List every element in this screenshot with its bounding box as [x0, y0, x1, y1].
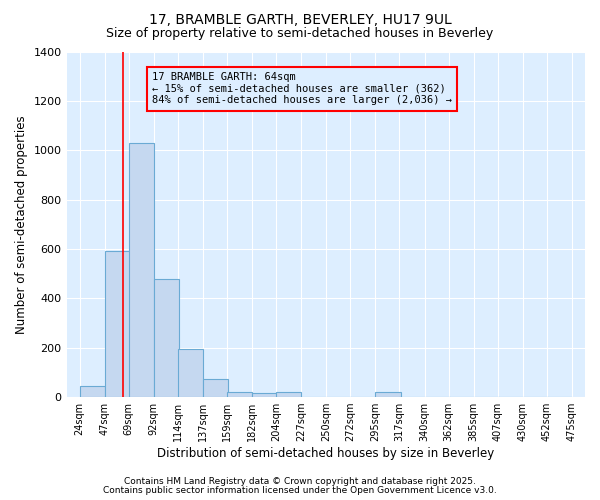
X-axis label: Distribution of semi-detached houses by size in Beverley: Distribution of semi-detached houses by …: [157, 447, 494, 460]
Bar: [105, 252, 130, 397]
Bar: [129, 143, 154, 397]
Bar: [376, 392, 401, 397]
Bar: [154, 278, 179, 397]
Text: Contains HM Land Registry data © Crown copyright and database right 2025.: Contains HM Land Registry data © Crown c…: [124, 477, 476, 486]
Bar: [276, 392, 301, 397]
Bar: [227, 392, 252, 397]
Text: 17 BRAMBLE GARTH: 64sqm
← 15% of semi-detached houses are smaller (362)
84% of s: 17 BRAMBLE GARTH: 64sqm ← 15% of semi-de…: [152, 72, 452, 106]
Bar: [80, 386, 105, 397]
Y-axis label: Number of semi-detached properties: Number of semi-detached properties: [15, 115, 28, 334]
Bar: [203, 379, 228, 397]
Text: 17, BRAMBLE GARTH, BEVERLEY, HU17 9UL: 17, BRAMBLE GARTH, BEVERLEY, HU17 9UL: [149, 12, 451, 26]
Text: Size of property relative to semi-detached houses in Beverley: Size of property relative to semi-detach…: [106, 28, 494, 40]
Text: Contains public sector information licensed under the Open Government Licence v3: Contains public sector information licen…: [103, 486, 497, 495]
Bar: [252, 392, 277, 397]
Bar: [178, 349, 203, 397]
